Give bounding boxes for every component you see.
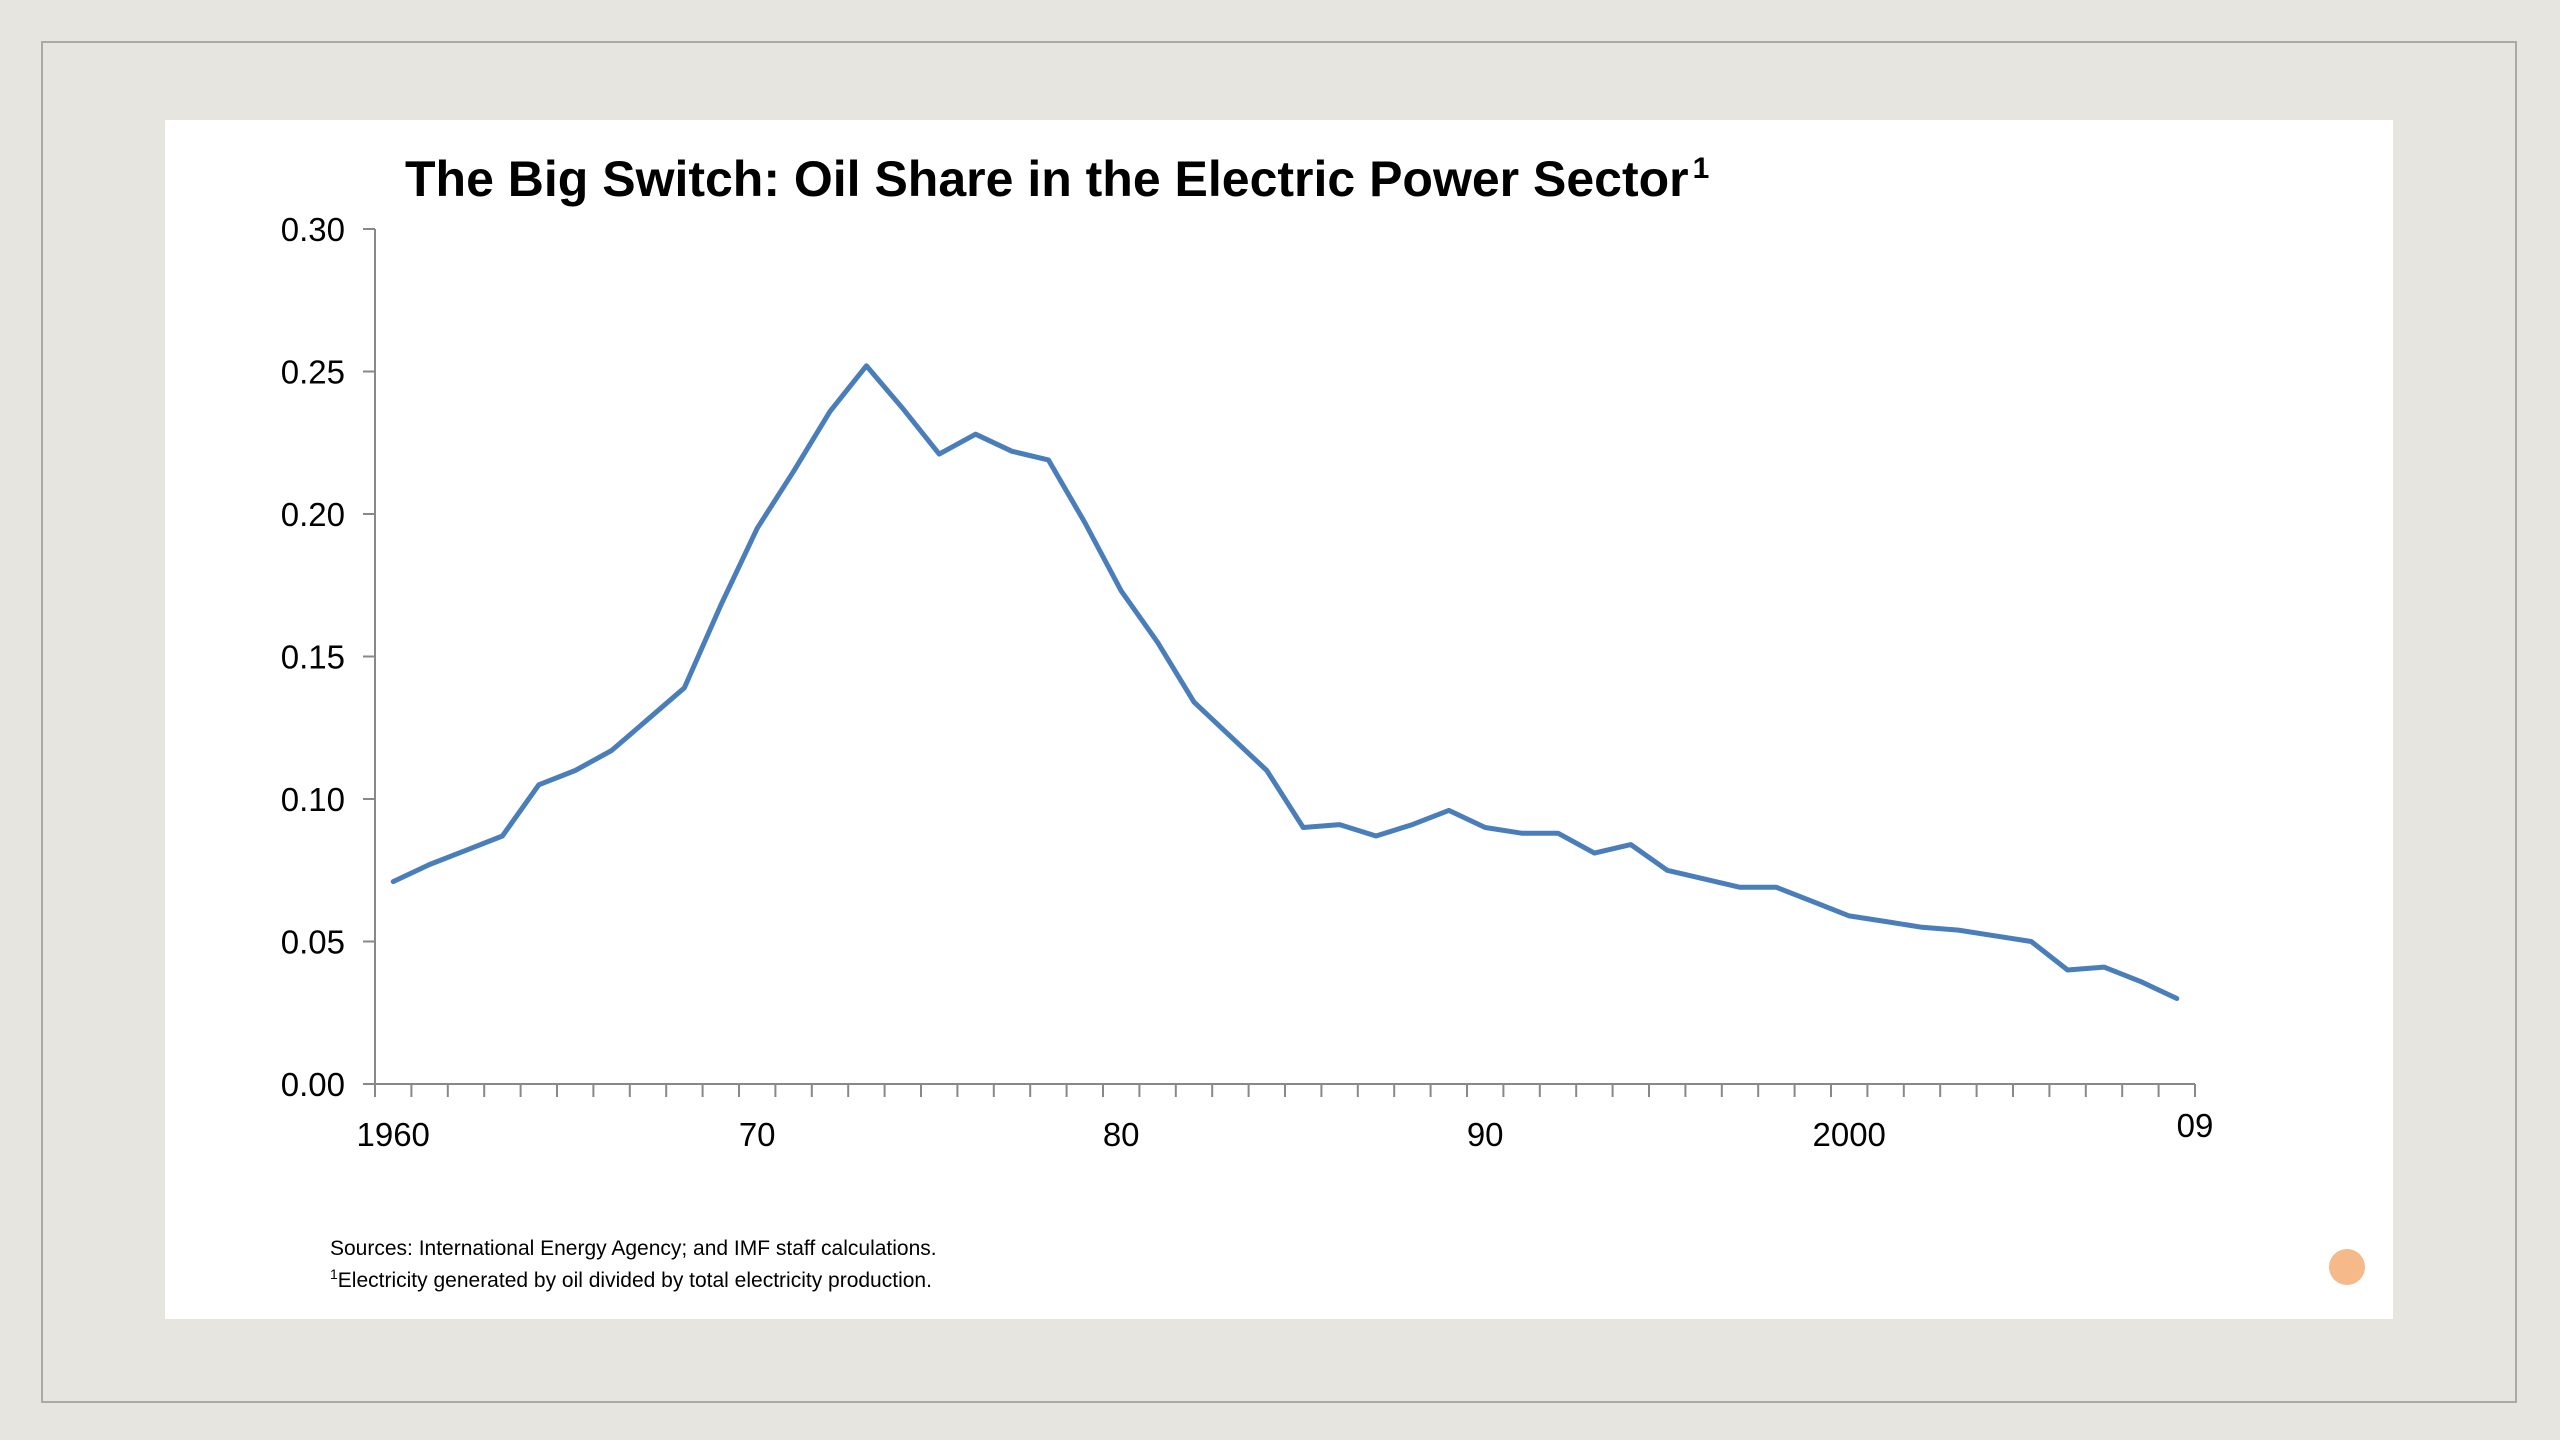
chart-title: The Big Switch: Oil Share in the Electri… [405, 151, 1709, 207]
footnote-text: Electricity generated by oil divided by … [338, 1269, 932, 1292]
axes [363, 228, 2196, 1097]
tick-labels: 0.00 0.05 0.10 0.15 0.20 0.25 0.30 1960 70 80 90 20… [281, 211, 2214, 1153]
slide-frame [41, 41, 2517, 1403]
y-tick-label: 0.10 [281, 781, 345, 818]
x-tick-label: 80 [1103, 1116, 1140, 1153]
x-tick-label: 70 [739, 1116, 776, 1153]
x-tick-label: 2000 [1812, 1116, 1885, 1153]
chart-notes: Sources: International Energy Agency; an… [330, 1237, 937, 1292]
source-note: Sources: International Energy Agency; an… [330, 1237, 937, 1260]
y-tick-label: 0.15 [281, 639, 345, 676]
chart-title-text: The Big Switch: Oil Share in the Electri… [405, 151, 1689, 207]
series-line-oil-share [390, 363, 2180, 1001]
y-tick-label: 0.30 [281, 211, 345, 248]
chart-svg: The Big Switch: Oil Share in the Electri… [281, 151, 2214, 1292]
chart-title-superscript: 1 [1693, 152, 1710, 185]
chart-card: The Big Switch: Oil Share in the Electri… [165, 120, 2393, 1319]
footnote: 1Electricity generated by oil divided by… [330, 1266, 932, 1292]
series-layer [390, 363, 2180, 1001]
y-tick-label: 0.25 [281, 354, 345, 391]
y-tick-label: 0.20 [281, 496, 345, 533]
footnote-superscript: 1 [330, 1266, 338, 1282]
x-tick-label: 1960 [356, 1116, 429, 1153]
slide-marker-dot [2329, 1249, 2365, 1285]
x-tick-label: 90 [1467, 1116, 1504, 1153]
x-tick-label: 09 [2177, 1107, 2214, 1144]
y-tick-label: 0.00 [281, 1066, 345, 1103]
y-tick-label: 0.05 [281, 924, 345, 961]
